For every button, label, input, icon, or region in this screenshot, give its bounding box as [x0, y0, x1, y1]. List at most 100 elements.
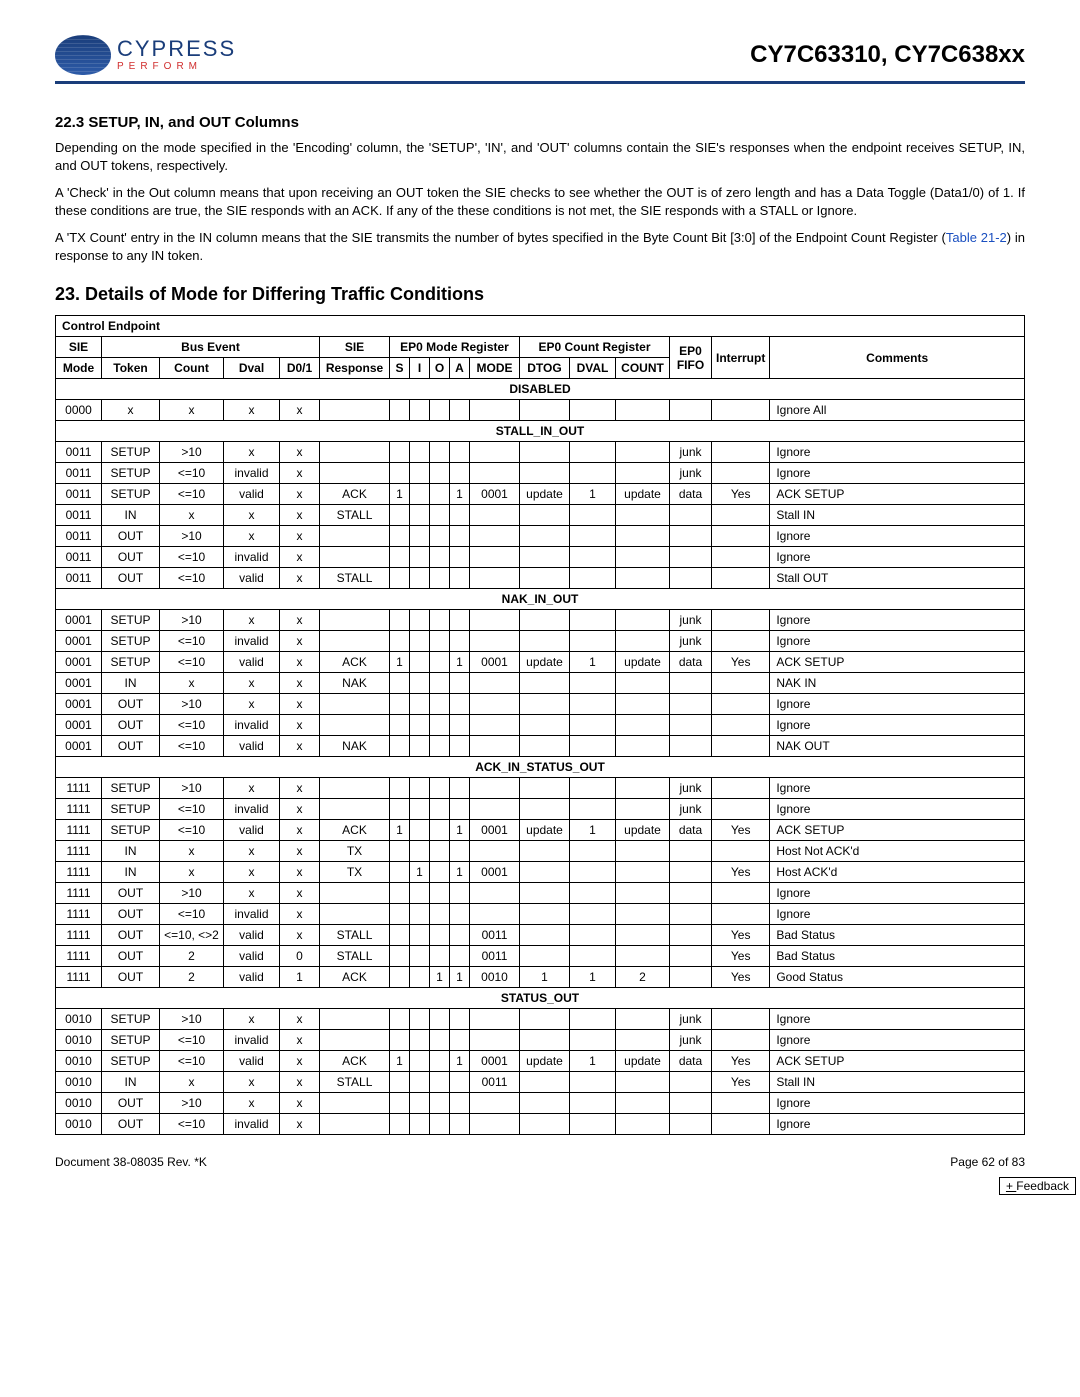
cell-fifo	[670, 526, 712, 547]
cell-comments: Ignore	[770, 631, 1025, 652]
cell-s	[390, 946, 410, 967]
cell-comments: Ignore	[770, 547, 1025, 568]
cell-o	[430, 610, 450, 631]
cell-i	[410, 442, 430, 463]
cell-dval: x	[224, 862, 280, 883]
cell-int: Yes	[712, 946, 770, 967]
col-dval: Dval	[224, 358, 280, 379]
cell-countr: update	[616, 484, 670, 505]
cell-token: SETUP	[102, 463, 160, 484]
cell-moder	[470, 1030, 520, 1051]
cell-dvalr	[570, 1072, 616, 1093]
cell-dtog	[520, 673, 570, 694]
cell-comments: Ignore	[770, 526, 1025, 547]
cell-count: x	[160, 862, 224, 883]
cell-countr	[616, 925, 670, 946]
section-row-nak_in_out: NAK_IN_OUT	[56, 589, 1025, 610]
cell-o	[430, 925, 450, 946]
cell-o	[430, 1051, 450, 1072]
cell-a: 1	[450, 967, 470, 988]
table-row: 0001SETUP<=10validxACK110001update1updat…	[56, 652, 1025, 673]
table-caption: Control Endpoint	[56, 316, 1025, 337]
cell-dvalr	[570, 925, 616, 946]
cell-dtog	[520, 400, 570, 421]
feedback-button[interactable]: Feedback	[999, 1177, 1076, 1195]
cell-moder: 0011	[470, 946, 520, 967]
cell-token: SETUP	[102, 820, 160, 841]
cell-dval: valid	[224, 946, 280, 967]
cell-a	[450, 568, 470, 589]
cell-int	[712, 442, 770, 463]
cell-int	[712, 505, 770, 526]
cell-moder	[470, 715, 520, 736]
cell-i: 1	[410, 862, 430, 883]
table-row: 1111SETUP<=10invalidxjunkIgnore	[56, 799, 1025, 820]
table-row: 0011OUT>10xxIgnore	[56, 526, 1025, 547]
cell-i	[410, 841, 430, 862]
table-row: 1111INxxxTXHost Not ACK'd	[56, 841, 1025, 862]
cell-d01: x	[280, 1009, 320, 1030]
cell-dval: x	[224, 1009, 280, 1030]
cell-comments: NAK IN	[770, 673, 1025, 694]
col-moder: MODE	[470, 358, 520, 379]
table-row: 0010OUT>10xxIgnore	[56, 1093, 1025, 1114]
cell-count: <=10	[160, 463, 224, 484]
cell-moder: 0010	[470, 967, 520, 988]
cell-resp: STALL	[320, 946, 390, 967]
cell-mode: 0011	[56, 568, 102, 589]
cell-i	[410, 715, 430, 736]
col-d01: D0/1	[280, 358, 320, 379]
cell-dtog	[520, 946, 570, 967]
cell-count: <=10	[160, 652, 224, 673]
cell-i	[410, 1114, 430, 1135]
cell-moder: 0001	[470, 484, 520, 505]
cell-count: <=10	[160, 631, 224, 652]
cell-comments: Stall OUT	[770, 568, 1025, 589]
cell-int	[712, 778, 770, 799]
cell-fifo: junk	[670, 463, 712, 484]
cell-o	[430, 526, 450, 547]
table-row: 0000xxxxIgnore All	[56, 400, 1025, 421]
cell-dvalr	[570, 568, 616, 589]
col-dvalr: DVAL	[570, 358, 616, 379]
cell-count: >10	[160, 694, 224, 715]
cell-int	[712, 799, 770, 820]
cell-fifo: junk	[670, 799, 712, 820]
cell-count: >10	[160, 610, 224, 631]
cell-dtog	[520, 1093, 570, 1114]
cell-dval: x	[224, 694, 280, 715]
cell-i	[410, 799, 430, 820]
cell-token: SETUP	[102, 1009, 160, 1030]
cell-o	[430, 631, 450, 652]
cell-a	[450, 442, 470, 463]
table-ref-link[interactable]: Table 21-2	[946, 230, 1007, 245]
cell-i	[410, 568, 430, 589]
cell-count: <=10	[160, 568, 224, 589]
table-row: 0011OUT<=10invalidxIgnore	[56, 547, 1025, 568]
cell-o	[430, 547, 450, 568]
cell-dval: x	[224, 1072, 280, 1093]
cell-a	[450, 715, 470, 736]
cell-fifo	[670, 568, 712, 589]
cell-token: SETUP	[102, 652, 160, 673]
cell-fifo	[670, 547, 712, 568]
cell-resp: ACK	[320, 967, 390, 988]
cell-d01: x	[280, 736, 320, 757]
cell-countr	[616, 568, 670, 589]
hdr-bus-event: Bus Event	[102, 337, 320, 358]
cell-comments: ACK SETUP	[770, 820, 1025, 841]
cell-resp	[320, 883, 390, 904]
cell-count: x	[160, 400, 224, 421]
cell-d01: x	[280, 1030, 320, 1051]
cell-int	[712, 1114, 770, 1135]
cell-dval: invalid	[224, 1114, 280, 1135]
cell-d01: x	[280, 505, 320, 526]
cell-int: Yes	[712, 820, 770, 841]
cell-countr	[616, 904, 670, 925]
cell-token: SETUP	[102, 610, 160, 631]
cell-dval: valid	[224, 820, 280, 841]
table-row: 0010SETUP<=10validxACK110001update1updat…	[56, 1051, 1025, 1072]
cell-fifo	[670, 400, 712, 421]
cell-dval: x	[224, 442, 280, 463]
cell-resp	[320, 526, 390, 547]
